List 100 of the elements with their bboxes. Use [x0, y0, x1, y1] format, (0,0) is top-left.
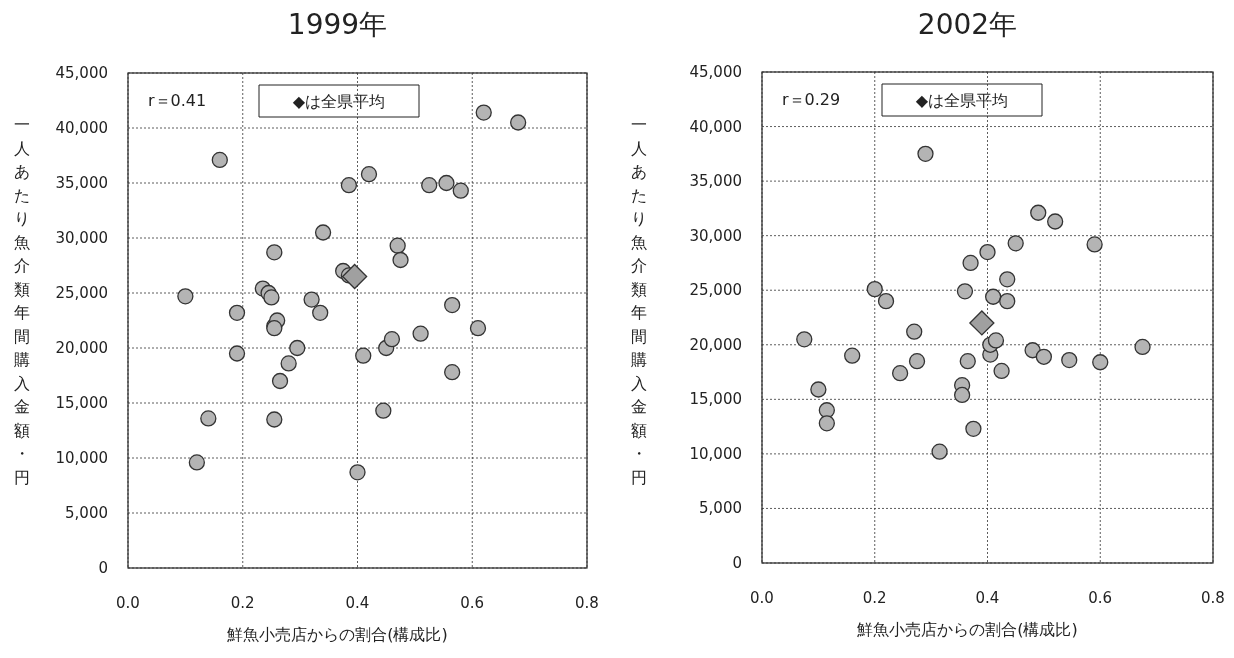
point	[1086, 236, 1103, 253]
point	[383, 331, 401, 348]
point	[1061, 351, 1078, 369]
point	[1007, 235, 1024, 252]
point	[1030, 204, 1047, 221]
point	[984, 288, 1002, 305]
y-tick-label: 10,000	[55, 449, 108, 467]
point	[421, 177, 438, 194]
y-tick-label: 5,000	[65, 504, 108, 522]
point	[289, 339, 306, 357]
y-tick-label: 20,000	[55, 339, 108, 357]
point	[979, 243, 996, 261]
x-tick-label: 0.6	[1088, 589, 1113, 607]
point	[228, 345, 246, 362]
point	[349, 464, 366, 481]
y-tick-label: 40,000	[55, 119, 108, 137]
point	[844, 347, 861, 364]
point	[200, 410, 217, 427]
point	[444, 364, 461, 381]
point	[1092, 354, 1109, 371]
x-axis-title: 鮮魚小売店からの割合(構成比)	[857, 620, 1078, 639]
point	[818, 402, 835, 419]
point	[211, 151, 228, 169]
point	[177, 288, 194, 305]
point	[263, 289, 280, 306]
y-tick-label: 40,000	[689, 117, 742, 136]
point	[438, 174, 455, 192]
annotation: ◆は全県平均	[292, 92, 386, 111]
point	[341, 263, 368, 290]
chart-title: 1999年	[287, 8, 388, 41]
annotation: r＝0.41	[148, 91, 207, 110]
point	[280, 355, 297, 372]
annotation: ◆は全県平均	[915, 91, 1009, 110]
point	[375, 402, 392, 419]
point	[312, 304, 329, 321]
x-tick-label: 0.0	[116, 594, 140, 612]
x-tick-label: 0.2	[862, 589, 887, 607]
annotation: r＝0.29	[782, 90, 841, 109]
point	[271, 372, 289, 390]
point	[303, 291, 320, 308]
point	[412, 325, 429, 342]
point	[931, 443, 948, 460]
point	[340, 177, 358, 194]
y-tick-label: 20,000	[689, 335, 742, 354]
y-tick-label: 35,000	[55, 174, 108, 192]
y-tick-label: 10,000	[689, 444, 742, 463]
y-tick-label: 15,000	[55, 394, 108, 412]
y-tick-label: 5,000	[699, 499, 742, 518]
y-tick-label: 0	[98, 559, 108, 577]
point	[188, 454, 205, 471]
point	[469, 320, 487, 337]
point	[228, 304, 246, 321]
point	[908, 352, 926, 370]
point	[314, 224, 332, 241]
x-tick-label: 0.4	[345, 594, 370, 612]
point	[906, 323, 923, 340]
x-tick-label: 0.4	[975, 589, 1000, 607]
point	[392, 251, 409, 269]
point	[510, 114, 527, 131]
point	[877, 292, 895, 310]
y-tick-label: 0	[732, 554, 742, 572]
y-tick-label: 35,000	[689, 172, 742, 191]
point	[444, 296, 461, 314]
point	[999, 271, 1016, 288]
y-tick-label: 15,000	[689, 390, 742, 409]
point	[1134, 338, 1151, 356]
y-tick-label: 30,000	[689, 226, 742, 245]
y-tick-label: 25,000	[689, 281, 742, 300]
point	[891, 365, 909, 382]
point	[953, 386, 971, 404]
point	[266, 244, 283, 261]
point	[452, 182, 469, 199]
y-tick-label: 30,000	[55, 229, 108, 247]
point	[810, 381, 827, 398]
x-tick-label: 0.8	[1201, 589, 1225, 607]
point	[866, 280, 883, 298]
point	[959, 352, 976, 370]
point	[1035, 348, 1053, 365]
point	[389, 237, 406, 254]
x-axis-title: 鮮魚小売店からの割合(構成比)	[227, 625, 448, 644]
point	[999, 292, 1016, 310]
point	[993, 362, 1010, 380]
x-tick-label: 0.2	[230, 594, 255, 612]
point	[266, 411, 283, 428]
point	[360, 166, 378, 183]
point	[1047, 213, 1064, 230]
point	[355, 347, 372, 364]
point	[475, 104, 492, 121]
y-tick-label: 45,000	[689, 63, 742, 81]
text: 一人あたり魚介類年間購入金額・円	[14, 115, 30, 487]
x-tick-label: 0.6	[460, 594, 485, 612]
point	[987, 332, 1005, 349]
x-tick-label: 0.8	[575, 594, 599, 612]
point	[818, 415, 835, 432]
point	[962, 254, 979, 272]
chart-title: 2002年	[917, 8, 1018, 41]
point	[965, 420, 982, 437]
text: 一人あたり魚介類年間購入金額・円	[631, 115, 647, 487]
y-tick-label: 25,000	[55, 284, 108, 302]
point	[956, 283, 974, 300]
